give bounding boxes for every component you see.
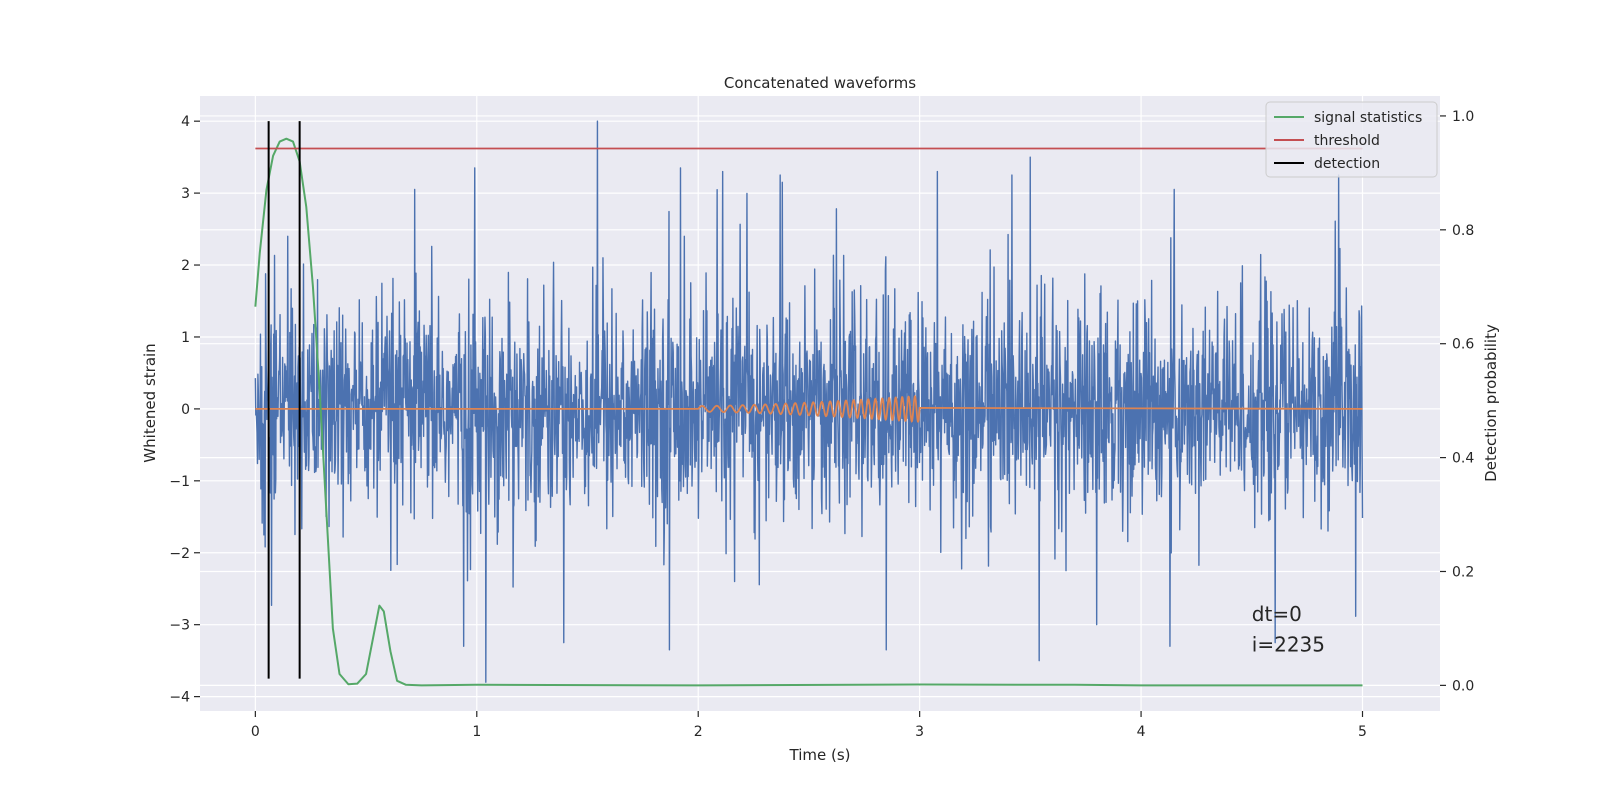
signal-statistics-line: [254, 137, 1363, 687]
y-tick-label: 4: [181, 114, 190, 130]
y-right-tick-label: 0.4: [1452, 451, 1474, 467]
y-tick-label: 3: [181, 186, 190, 202]
template-waveform-line: [255, 394, 1363, 423]
chart-title: Concatenated waveforms: [724, 74, 916, 92]
legend-box: [1265, 101, 1438, 178]
x-tick-label: 2: [694, 724, 703, 740]
y-tick-label: −1: [169, 474, 190, 490]
y-tick-label: 2: [181, 258, 190, 274]
x-axis-label: Time (s): [789, 746, 851, 764]
annotations: dt=0 i=2235: [1252, 602, 1325, 656]
x-tick-label: 0: [251, 724, 260, 740]
x-tick-label: 1: [472, 724, 481, 740]
y-right-tick-label: 0.0: [1452, 678, 1474, 694]
annotation-text: i=2235: [1252, 632, 1325, 656]
y-right-tick-label: 0.6: [1452, 337, 1474, 353]
x-tick-label: 4: [1137, 724, 1146, 740]
y-right-tick-label: 0.8: [1452, 223, 1474, 239]
y-tick-label: 0: [181, 402, 190, 418]
y-tick-label: 1: [181, 330, 190, 346]
legend-label: threshold: [1314, 133, 1380, 149]
y-right-tick-label: 0.2: [1452, 564, 1474, 580]
x-tick-label: 3: [915, 724, 924, 740]
y-axis-label: Whitened strain: [141, 343, 159, 462]
series: [254, 120, 1364, 687]
strain-line: [254, 120, 1364, 683]
axes: 0 1 2 3 4 5 −4 −3 −2 −1 0 1 2 3 4 0.0 0.2 0.4 0.6 0.8 1.0: [169, 109, 1474, 740]
y-tick-label: −4: [169, 690, 190, 706]
y-axis-right-label: Detection probability: [1482, 324, 1500, 482]
legend-label: signal statistics: [1314, 110, 1422, 126]
legend: signal statistics threshold detection: [1265, 101, 1438, 178]
y-tick-label: −2: [169, 546, 190, 562]
annotation-text: dt=0: [1252, 602, 1302, 626]
x-tick-label: 5: [1358, 724, 1367, 740]
legend-label: detection: [1314, 156, 1380, 172]
y-tick-label: −3: [169, 618, 190, 634]
y-right-tick-label: 1.0: [1452, 109, 1474, 125]
